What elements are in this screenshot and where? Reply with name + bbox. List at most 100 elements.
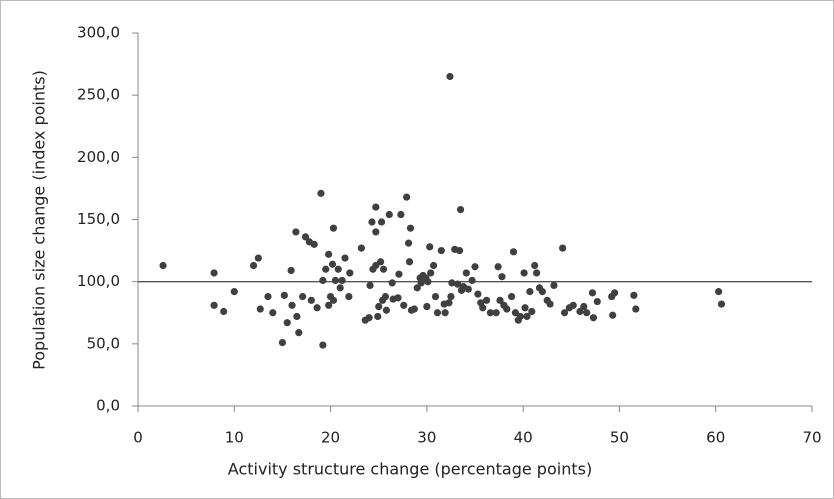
point xyxy=(345,292,353,301)
point xyxy=(377,258,385,266)
point xyxy=(374,312,382,321)
point xyxy=(381,292,390,301)
y-tick-label: 250,0 xyxy=(77,86,120,104)
point xyxy=(403,193,411,201)
point xyxy=(482,296,491,304)
point xyxy=(288,301,296,309)
point xyxy=(538,288,547,296)
point xyxy=(429,261,438,270)
point xyxy=(317,189,325,197)
point xyxy=(322,265,330,273)
x-tick-label: 60 xyxy=(706,429,725,447)
point xyxy=(447,292,455,301)
point xyxy=(413,284,421,292)
point xyxy=(410,305,418,313)
x-tick-label: 40 xyxy=(514,429,533,447)
point xyxy=(528,307,536,316)
point xyxy=(397,210,405,219)
point xyxy=(379,265,388,273)
point xyxy=(301,233,310,241)
point xyxy=(424,278,432,286)
point xyxy=(299,292,307,301)
point xyxy=(319,276,327,285)
point xyxy=(569,301,577,309)
point xyxy=(264,292,272,301)
y-tick-label: 50,0 xyxy=(87,334,120,352)
point xyxy=(531,261,539,270)
point xyxy=(382,306,391,314)
point xyxy=(516,312,524,321)
point xyxy=(441,309,449,317)
point xyxy=(507,292,516,301)
point xyxy=(431,292,440,301)
point xyxy=(454,280,462,288)
point xyxy=(310,240,318,248)
point xyxy=(503,305,511,313)
point xyxy=(338,276,346,285)
point xyxy=(159,261,167,270)
point xyxy=(329,224,338,232)
y-tick-label: 200,0 xyxy=(77,148,120,166)
point xyxy=(593,297,601,306)
point xyxy=(210,301,218,309)
point xyxy=(526,288,534,296)
x-tick-label: 10 xyxy=(225,429,244,447)
point xyxy=(417,279,425,287)
point xyxy=(498,273,506,281)
point xyxy=(405,258,414,266)
point xyxy=(357,244,365,252)
point xyxy=(468,276,476,285)
point xyxy=(372,228,380,236)
point xyxy=(520,269,528,277)
point xyxy=(334,265,342,273)
point xyxy=(456,205,465,214)
point xyxy=(254,254,262,262)
point xyxy=(230,288,238,296)
x-tick-label: 70 xyxy=(802,429,821,447)
point xyxy=(632,305,640,313)
point xyxy=(546,300,554,308)
point xyxy=(580,302,588,311)
point xyxy=(576,307,584,316)
y-tick-label: 300,0 xyxy=(77,24,120,42)
point xyxy=(385,210,393,219)
point xyxy=(293,312,301,321)
point xyxy=(496,296,504,304)
point xyxy=(560,309,569,317)
point xyxy=(395,270,403,278)
point xyxy=(278,338,287,347)
point xyxy=(256,305,264,313)
point xyxy=(292,228,300,236)
x-tick-label: 30 xyxy=(417,429,436,447)
point xyxy=(630,291,638,299)
point xyxy=(388,279,396,287)
point xyxy=(346,269,354,277)
point xyxy=(486,309,495,317)
point xyxy=(588,289,597,297)
x-tick-label: 0 xyxy=(133,429,143,447)
point xyxy=(307,296,315,304)
point xyxy=(426,243,434,251)
point xyxy=(427,269,435,277)
x-axis-title: Activity structure change (percentage po… xyxy=(228,460,592,479)
point xyxy=(437,246,445,255)
y-tick-label: 150,0 xyxy=(77,210,120,228)
point xyxy=(717,300,726,308)
point xyxy=(313,304,321,312)
y-tick-label: 100,0 xyxy=(77,272,120,290)
point xyxy=(455,246,464,255)
point xyxy=(550,281,558,289)
point xyxy=(368,218,376,226)
point xyxy=(372,203,380,211)
point xyxy=(325,250,333,258)
point xyxy=(366,281,374,289)
point xyxy=(559,244,567,252)
point xyxy=(400,301,408,309)
y-tick-label: 0,0 xyxy=(96,397,120,415)
point xyxy=(609,311,617,319)
x-tick-label: 50 xyxy=(610,429,629,447)
point xyxy=(589,314,598,322)
